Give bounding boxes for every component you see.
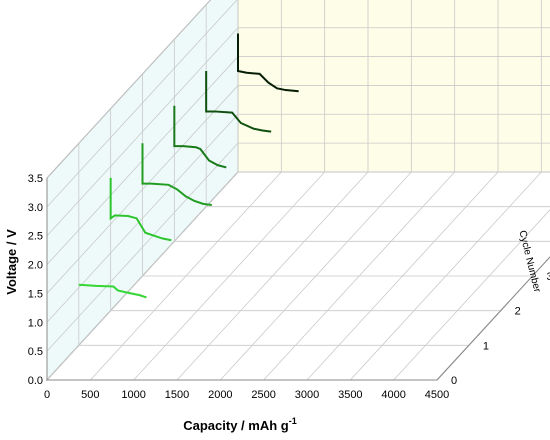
x-axis-title-main: Capacity / mAh g (183, 418, 289, 433)
y-tick-label: 0.5 (28, 346, 43, 358)
x-axis-title: Capacity / mAh g-1 (183, 416, 296, 433)
y-tick-label: 3.0 (28, 202, 43, 214)
x-tick-label: 2500 (251, 389, 275, 401)
y-axis-title: Voltage / V (4, 229, 19, 295)
y-tick-label: 1.0 (28, 317, 43, 329)
x-tick-label: 1000 (121, 389, 145, 401)
x-tick-label: 3000 (295, 389, 319, 401)
back-wall (238, 0, 550, 172)
x-axis-title-superscript: -1 (289, 416, 297, 426)
x-tick-label: 0 (44, 389, 50, 401)
y-tick-label: 2.5 (28, 231, 43, 243)
y-tick-label: 1.5 (28, 288, 43, 300)
z-tick-label: 1 (483, 340, 489, 352)
x-tick-label: 4500 (425, 389, 449, 401)
x-tick-label: 2000 (208, 389, 232, 401)
x-tick-label: 4000 (381, 389, 405, 401)
chart-walls (47, 0, 550, 380)
y-tick-label: 2.0 (28, 260, 43, 272)
z-tick-label: 0 (451, 375, 457, 387)
z-tick-label: 2 (515, 306, 521, 318)
z-tick-label: 3 (547, 271, 550, 283)
y-tick-label: 3.5 (28, 173, 43, 185)
y-tick-label: 0.0 (28, 375, 43, 387)
x-tick-label: 3500 (338, 389, 362, 401)
x-tick-label: 1500 (165, 389, 189, 401)
x-tick-label: 500 (81, 389, 99, 401)
